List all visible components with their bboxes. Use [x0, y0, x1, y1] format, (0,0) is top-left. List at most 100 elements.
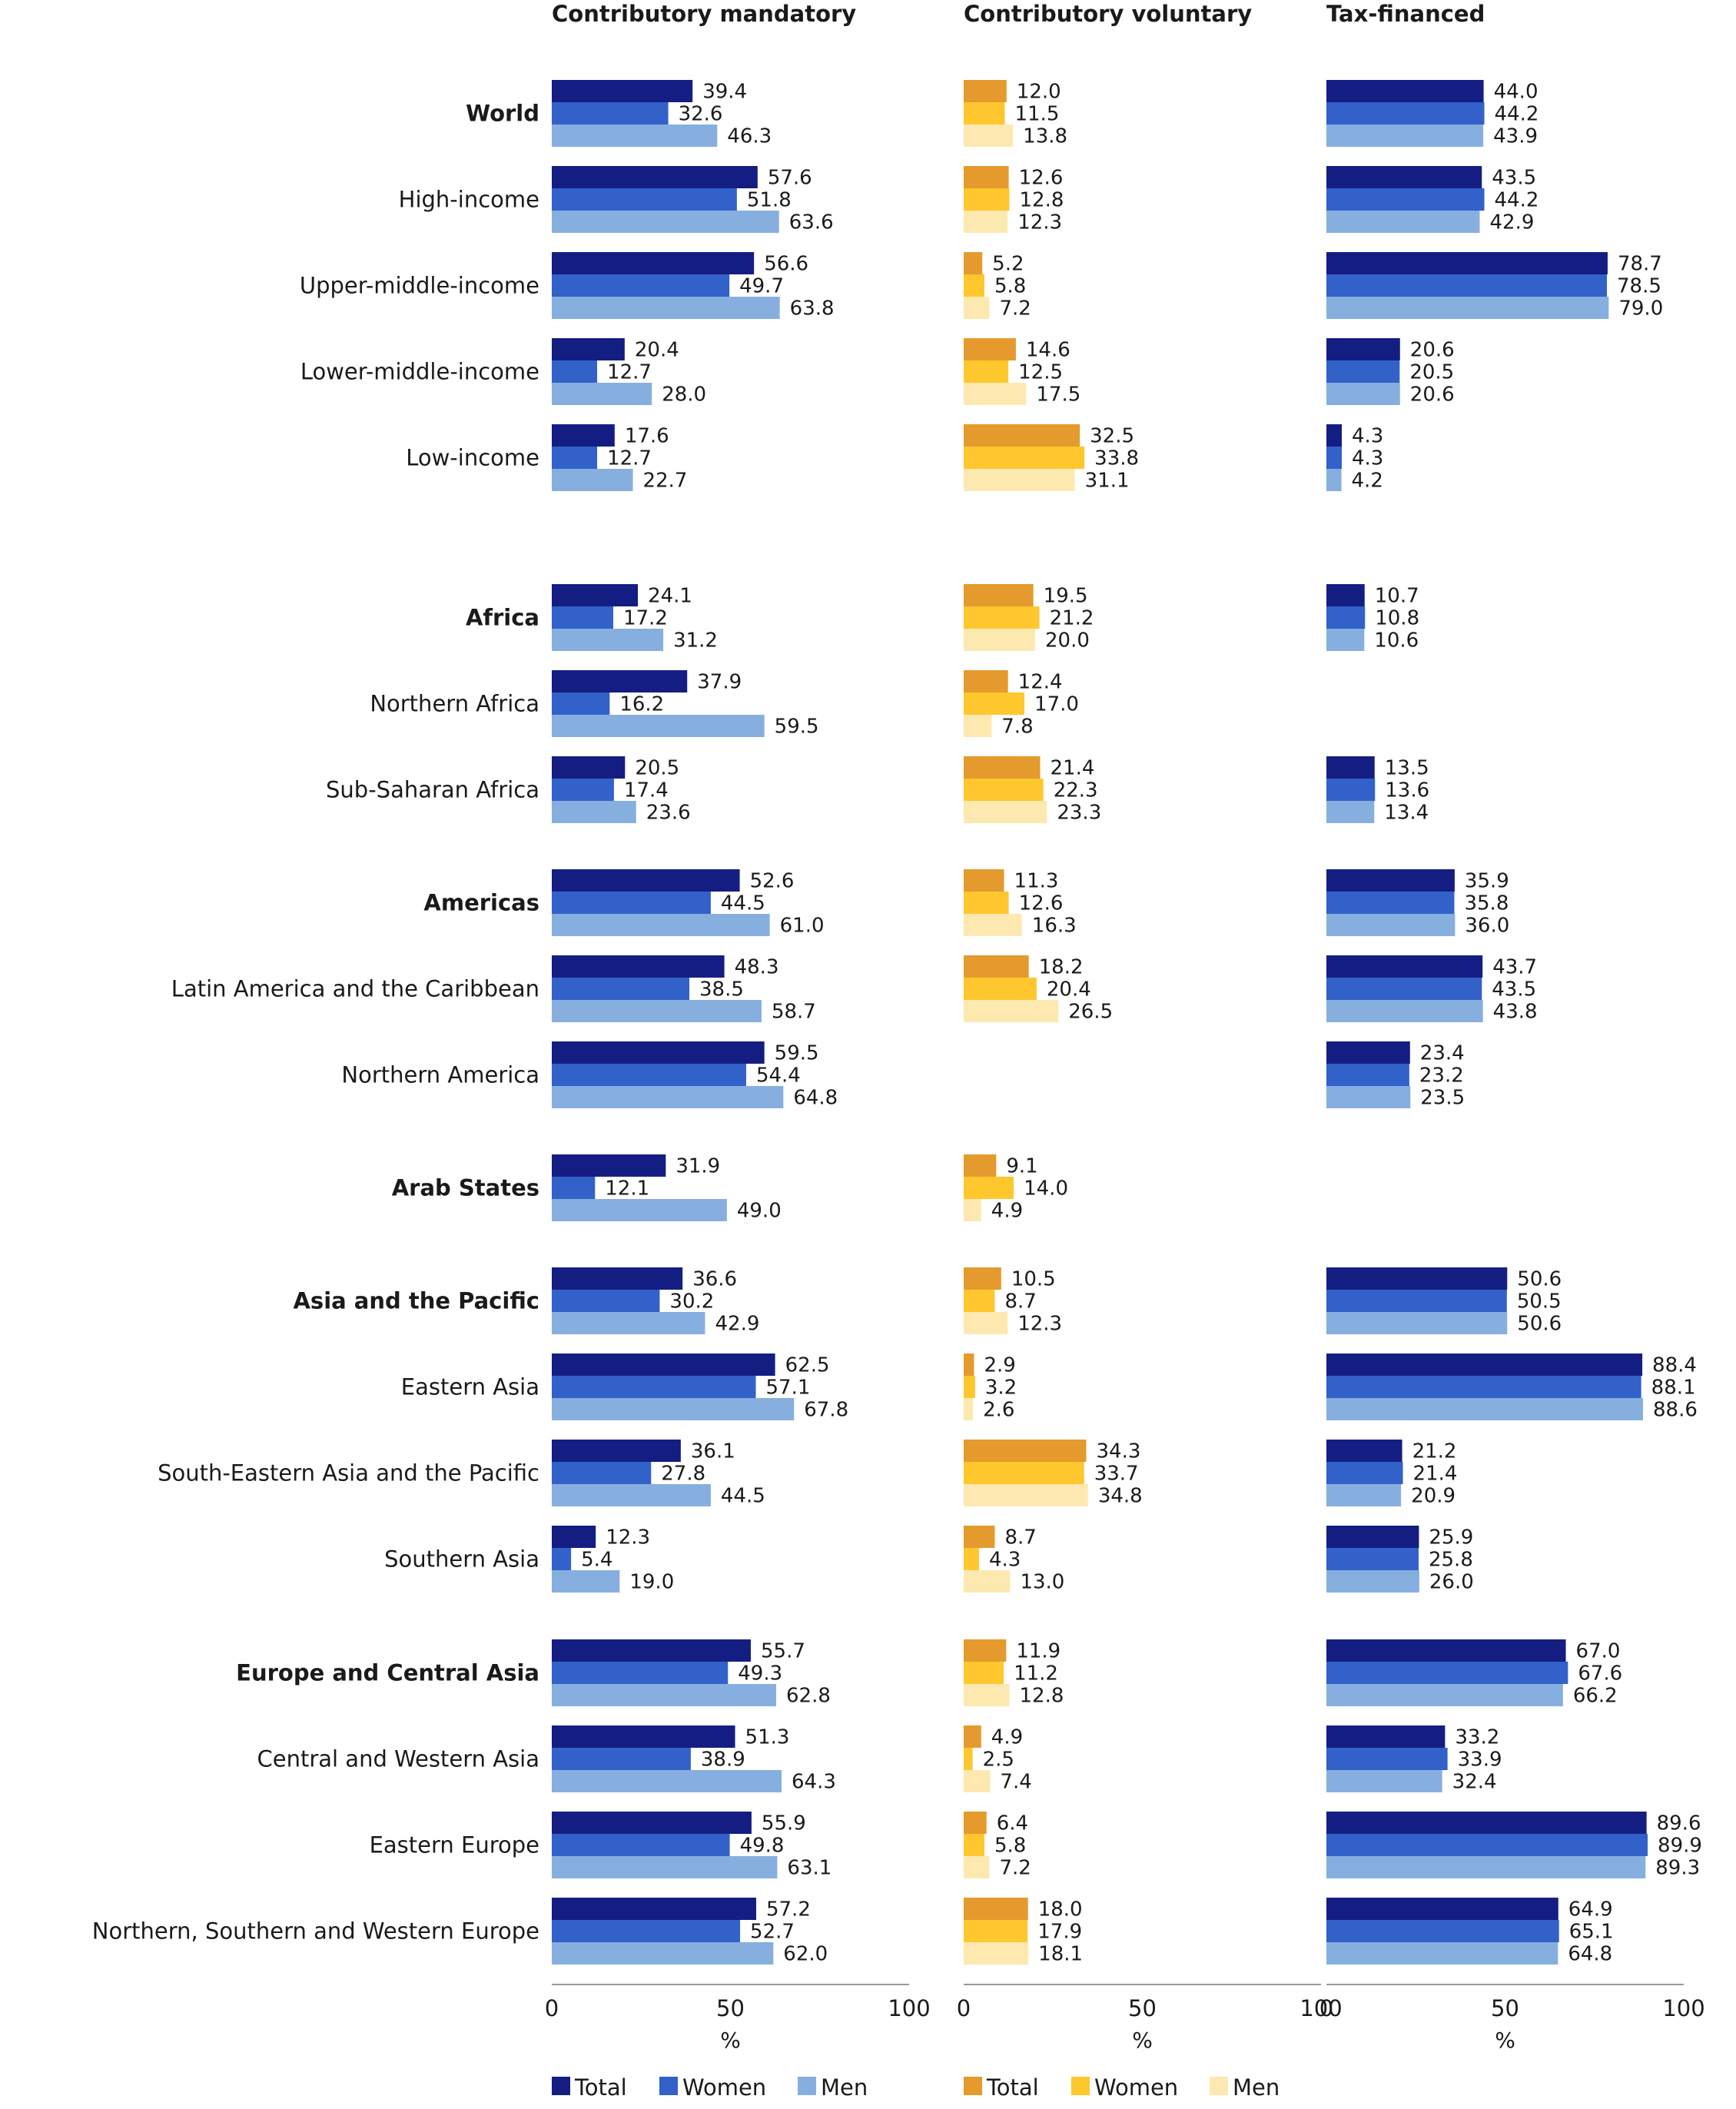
legend-swatch-voluntary-men: [1210, 2077, 1228, 2095]
value-label-voluntary-central-and-western-asia-men: 7.4: [1000, 1771, 1031, 1794]
value-label-tax-northern-america-women: 23.2: [1419, 1064, 1464, 1088]
bar-mandatory-southern-asia-total: [552, 1526, 596, 1548]
value-label-mandatory-africa-women: 17.2: [623, 607, 668, 630]
value-label-tax-south-eastern-asia-and-the-pacific-total: 21.2: [1412, 1440, 1457, 1463]
value-label-tax-africa-men: 10.6: [1374, 629, 1419, 653]
bar-tax-africa-men: [1326, 629, 1365, 651]
value-label-mandatory-eastern-europe-women: 49.8: [740, 1835, 785, 1858]
bar-mandatory-africa-total: [552, 584, 639, 606]
value-label-mandatory-europe-and-central-asia-women: 49.3: [738, 1662, 782, 1686]
value-label-mandatory-eastern-europe-total: 55.9: [762, 1812, 806, 1835]
bar-mandatory-latin-america-and-the-caribbean-men: [552, 1000, 762, 1022]
bar-voluntary-upper-middle-income-total: [964, 252, 983, 274]
bar-mandatory-lower-middle-income-total: [552, 338, 625, 360]
value-label-voluntary-latin-america-and-the-caribbean-women: 20.4: [1047, 978, 1091, 1001]
value-label-voluntary-high-income-women: 12.8: [1020, 189, 1064, 212]
bar-voluntary-northern-southern-and-western-europe-total: [964, 1898, 1028, 1920]
value-label-mandatory-americas-men: 61.0: [780, 915, 825, 938]
bar-tax-americas-total: [1326, 869, 1455, 892]
value-label-voluntary-europe-and-central-asia-men: 12.8: [1020, 1685, 1064, 1708]
value-label-tax-northern-southern-and-western-europe-total: 64.9: [1568, 1898, 1613, 1921]
bar-tax-africa-total: [1326, 584, 1365, 606]
bar-mandatory-northern-america-total: [552, 1041, 765, 1064]
value-label-tax-americas-men: 36.0: [1465, 915, 1509, 938]
value-label-mandatory-northern-america-women: 54.4: [756, 1064, 801, 1088]
bar-voluntary-lower-middle-income-total: [964, 338, 1016, 360]
value-label-tax-southern-asia-men: 26.0: [1429, 1571, 1474, 1594]
bar-voluntary-asia-and-the-pacific-men: [964, 1312, 1008, 1334]
value-label-voluntary-americas-women: 12.6: [1019, 892, 1064, 915]
value-label-voluntary-europe-and-central-asia-total: 11.9: [1016, 1640, 1061, 1663]
bar-voluntary-southern-asia-total: [964, 1526, 995, 1548]
bar-voluntary-africa-women: [964, 606, 1040, 629]
value-label-voluntary-upper-middle-income-women: 5.8: [994, 275, 1026, 298]
bar-tax-lower-middle-income-women: [1326, 360, 1400, 383]
bar-tax-world-total: [1326, 80, 1484, 102]
value-label-mandatory-northern-southern-and-western-europe-women: 52.7: [750, 1921, 795, 1944]
category-label-northern-africa: Northern Africa: [370, 691, 539, 717]
value-label-voluntary-eastern-asia-total: 2.9: [984, 1354, 1015, 1377]
bar-tax-northern-southern-and-western-europe-total: [1326, 1898, 1558, 1920]
bar-voluntary-high-income-men: [964, 211, 1008, 233]
bar-voluntary-northern-southern-and-western-europe-men: [964, 1942, 1029, 1965]
bar-voluntary-south-eastern-asia-and-the-pacific-women: [964, 1462, 1084, 1484]
bar-tax-northern-america-women: [1326, 1064, 1409, 1086]
value-label-mandatory-northern-southern-and-western-europe-total: 57.2: [766, 1898, 811, 1921]
bar-mandatory-americas-men: [552, 914, 770, 936]
value-label-mandatory-northern-america-total: 59.5: [775, 1042, 819, 1065]
category-label-upper-middle-income: Upper-middle-income: [300, 273, 539, 299]
category-label-latin-america-and-the-caribbean: Latin America and the Caribbean: [171, 976, 539, 1002]
value-label-voluntary-africa-total: 19.5: [1044, 585, 1088, 608]
value-label-tax-northern-southern-and-western-europe-women: 65.1: [1569, 1921, 1614, 1944]
bar-mandatory-northern-africa-men: [552, 715, 765, 737]
x-tick-label-tax-0: 0: [1319, 1995, 1333, 2021]
bar-mandatory-asia-and-the-pacific-women: [552, 1290, 660, 1312]
bar-mandatory-low-income-women: [552, 447, 598, 469]
value-label-tax-high-income-men: 42.9: [1489, 211, 1534, 234]
bar-mandatory-south-eastern-asia-and-the-pacific-total: [552, 1440, 681, 1462]
value-label-voluntary-upper-middle-income-total: 5.2: [992, 253, 1024, 276]
bar-mandatory-lower-middle-income-men: [552, 383, 652, 405]
bar-tax-europe-and-central-asia-men: [1326, 1684, 1563, 1706]
value-label-tax-central-and-western-asia-total: 33.2: [1455, 1726, 1499, 1749]
value-label-tax-americas-women: 35.8: [1464, 892, 1509, 915]
category-label-africa: Africa: [466, 605, 539, 631]
bar-tax-upper-middle-income-men: [1326, 297, 1609, 319]
bar-tax-northern-america-total: [1326, 1041, 1410, 1064]
value-label-voluntary-central-and-western-asia-women: 2.5: [983, 1749, 1014, 1772]
x-axis-unit-voluntary: %: [1132, 2028, 1153, 2053]
category-label-central-and-western-asia: Central and Western Asia: [257, 1746, 539, 1772]
x-axis-unit-tax: %: [1495, 2028, 1515, 2053]
value-label-voluntary-eastern-europe-men: 7.2: [999, 1857, 1031, 1880]
value-label-mandatory-low-income-total: 17.6: [625, 425, 669, 448]
legend-swatch-voluntary-total: [964, 2077, 982, 2095]
value-label-tax-south-eastern-asia-and-the-pacific-men: 20.9: [1411, 1485, 1456, 1508]
bar-voluntary-eastern-asia-women: [964, 1376, 975, 1398]
value-label-mandatory-southern-asia-total: 12.3: [606, 1526, 650, 1549]
value-label-tax-europe-and-central-asia-men: 66.2: [1573, 1685, 1618, 1708]
bar-mandatory-south-eastern-asia-and-the-pacific-women: [552, 1462, 652, 1484]
value-label-mandatory-upper-middle-income-women: 49.7: [739, 275, 784, 298]
bar-tax-low-income-men: [1326, 469, 1342, 491]
bar-tax-central-and-western-asia-men: [1326, 1770, 1442, 1792]
value-label-voluntary-world-women: 11.5: [1014, 103, 1059, 126]
value-label-tax-africa-total: 10.7: [1375, 585, 1419, 608]
value-label-mandatory-world-women: 32.6: [679, 103, 723, 126]
bar-mandatory-asia-and-the-pacific-total: [552, 1267, 683, 1290]
bar-mandatory-northern-america-women: [552, 1064, 746, 1086]
value-label-tax-upper-middle-income-men: 79.0: [1618, 297, 1663, 321]
category-label-world: World: [466, 101, 539, 127]
value-label-tax-low-income-total: 4.3: [1352, 425, 1383, 448]
value-label-tax-eastern-asia-total: 88.4: [1652, 1354, 1697, 1377]
value-label-mandatory-asia-and-the-pacific-women: 30.2: [669, 1290, 714, 1314]
bar-tax-latin-america-and-the-caribbean-men: [1326, 1000, 1483, 1022]
bar-voluntary-africa-total: [964, 584, 1034, 606]
value-label-tax-eastern-asia-women: 88.1: [1651, 1377, 1696, 1400]
bar-voluntary-world-women: [964, 102, 1005, 125]
value-label-voluntary-northern-africa-total: 12.4: [1018, 671, 1063, 694]
value-label-voluntary-asia-and-the-pacific-men: 12.3: [1017, 1313, 1062, 1336]
value-label-mandatory-northern-america-men: 64.8: [793, 1087, 838, 1110]
legend-swatch-mandatory-men: [798, 2077, 816, 2095]
value-label-voluntary-asia-and-the-pacific-total: 10.5: [1011, 1268, 1056, 1291]
value-label-tax-asia-and-the-pacific-total: 50.6: [1517, 1268, 1562, 1291]
